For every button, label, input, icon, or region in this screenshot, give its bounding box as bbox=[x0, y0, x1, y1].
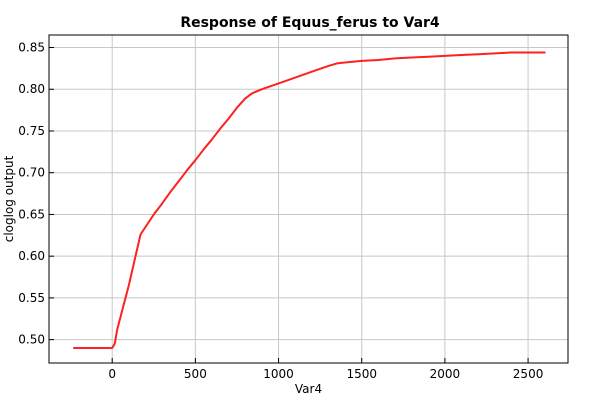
y-tick-label: 0.80 bbox=[18, 82, 45, 96]
y-tick-label: 0.65 bbox=[18, 207, 45, 221]
x-tick-label: 0 bbox=[108, 367, 116, 381]
axis-ticks: 0 500 1000 1500 2000 2500 0.50 0.55 0.60 0.65 0.70… bbox=[18, 41, 543, 381]
grid-lines bbox=[49, 35, 568, 363]
y-tick-label: 0.70 bbox=[18, 166, 45, 180]
y-tick-label: 0.50 bbox=[18, 333, 45, 347]
x-tick-label: 2500 bbox=[513, 367, 544, 381]
chart-title: Response of Equus_ferus to Var4 bbox=[180, 15, 440, 31]
series-layer bbox=[73, 51, 546, 349]
x-axis-label: Var4 bbox=[295, 382, 322, 396]
x-tick-label: 500 bbox=[184, 367, 207, 381]
y-tick-label: 0.75 bbox=[18, 124, 45, 138]
y-tick-label: 0.60 bbox=[18, 249, 45, 263]
x-tick-label: 1000 bbox=[263, 367, 294, 381]
y-tick-label: 0.55 bbox=[18, 291, 45, 305]
x-tick-label: 1500 bbox=[346, 367, 377, 381]
y-axis-label: cloglog output bbox=[2, 155, 16, 242]
plot-frame bbox=[48, 34, 569, 364]
series-line bbox=[73, 51, 546, 349]
y-tick-label: 0.85 bbox=[18, 41, 45, 55]
x-tick-label: 2000 bbox=[430, 367, 461, 381]
